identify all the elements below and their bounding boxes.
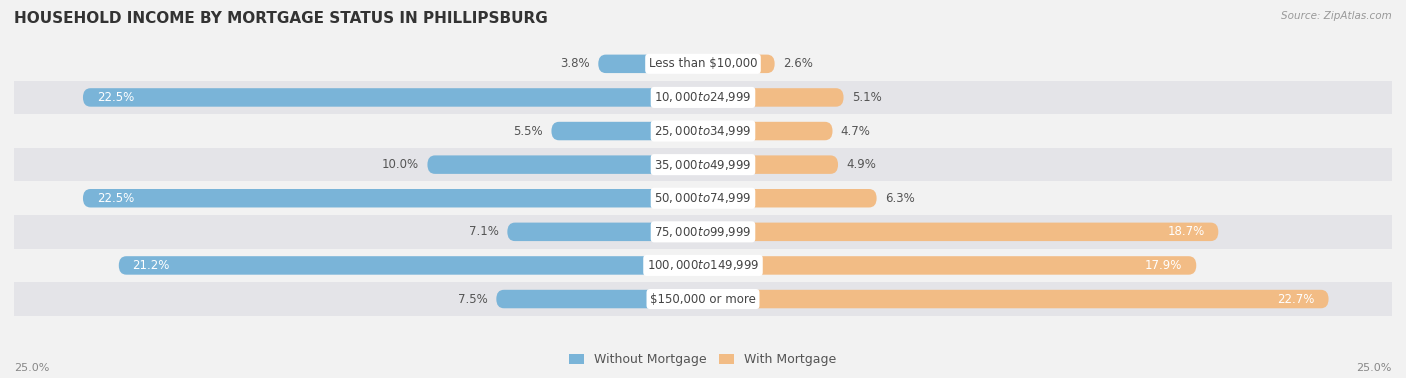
Text: 17.9%: 17.9% [1144, 259, 1182, 272]
Text: $50,000 to $74,999: $50,000 to $74,999 [654, 191, 752, 205]
Text: $25,000 to $34,999: $25,000 to $34,999 [654, 124, 752, 138]
FancyBboxPatch shape [703, 290, 1329, 308]
FancyBboxPatch shape [427, 155, 703, 174]
Legend: Without Mortgage, With Mortgage: Without Mortgage, With Mortgage [564, 348, 842, 371]
Text: 2.6%: 2.6% [783, 57, 813, 70]
FancyBboxPatch shape [14, 114, 1392, 148]
FancyBboxPatch shape [14, 181, 1392, 215]
Text: HOUSEHOLD INCOME BY MORTGAGE STATUS IN PHILLIPSBURG: HOUSEHOLD INCOME BY MORTGAGE STATUS IN P… [14, 11, 548, 26]
Text: 22.5%: 22.5% [97, 91, 134, 104]
FancyBboxPatch shape [14, 282, 1392, 316]
FancyBboxPatch shape [551, 122, 703, 140]
FancyBboxPatch shape [703, 122, 832, 140]
FancyBboxPatch shape [14, 148, 1392, 181]
FancyBboxPatch shape [703, 88, 844, 107]
Text: 25.0%: 25.0% [1357, 363, 1392, 373]
FancyBboxPatch shape [703, 223, 1219, 241]
Text: 22.7%: 22.7% [1278, 293, 1315, 305]
Text: Source: ZipAtlas.com: Source: ZipAtlas.com [1281, 11, 1392, 21]
FancyBboxPatch shape [83, 189, 703, 208]
Text: 6.3%: 6.3% [884, 192, 915, 205]
Text: $10,000 to $24,999: $10,000 to $24,999 [654, 90, 752, 104]
FancyBboxPatch shape [14, 249, 1392, 282]
FancyBboxPatch shape [703, 256, 1197, 275]
FancyBboxPatch shape [14, 81, 1392, 114]
Text: 10.0%: 10.0% [382, 158, 419, 171]
FancyBboxPatch shape [83, 88, 703, 107]
FancyBboxPatch shape [118, 256, 703, 275]
Text: 7.1%: 7.1% [470, 225, 499, 239]
Text: 25.0%: 25.0% [14, 363, 49, 373]
FancyBboxPatch shape [14, 215, 1392, 249]
FancyBboxPatch shape [703, 54, 775, 73]
Text: 4.7%: 4.7% [841, 124, 870, 138]
Text: 21.2%: 21.2% [132, 259, 170, 272]
FancyBboxPatch shape [496, 290, 703, 308]
FancyBboxPatch shape [508, 223, 703, 241]
Text: Less than $10,000: Less than $10,000 [648, 57, 758, 70]
Text: $35,000 to $49,999: $35,000 to $49,999 [654, 158, 752, 172]
Text: 22.5%: 22.5% [97, 192, 134, 205]
FancyBboxPatch shape [703, 189, 876, 208]
Text: 4.9%: 4.9% [846, 158, 876, 171]
Text: $100,000 to $149,999: $100,000 to $149,999 [647, 259, 759, 273]
Text: 5.1%: 5.1% [852, 91, 882, 104]
Text: 3.8%: 3.8% [561, 57, 591, 70]
Text: $75,000 to $99,999: $75,000 to $99,999 [654, 225, 752, 239]
Text: $150,000 or more: $150,000 or more [650, 293, 756, 305]
FancyBboxPatch shape [599, 54, 703, 73]
Text: 7.5%: 7.5% [458, 293, 488, 305]
FancyBboxPatch shape [703, 155, 838, 174]
Text: 5.5%: 5.5% [513, 124, 543, 138]
FancyBboxPatch shape [14, 47, 1392, 81]
Text: 18.7%: 18.7% [1167, 225, 1205, 239]
